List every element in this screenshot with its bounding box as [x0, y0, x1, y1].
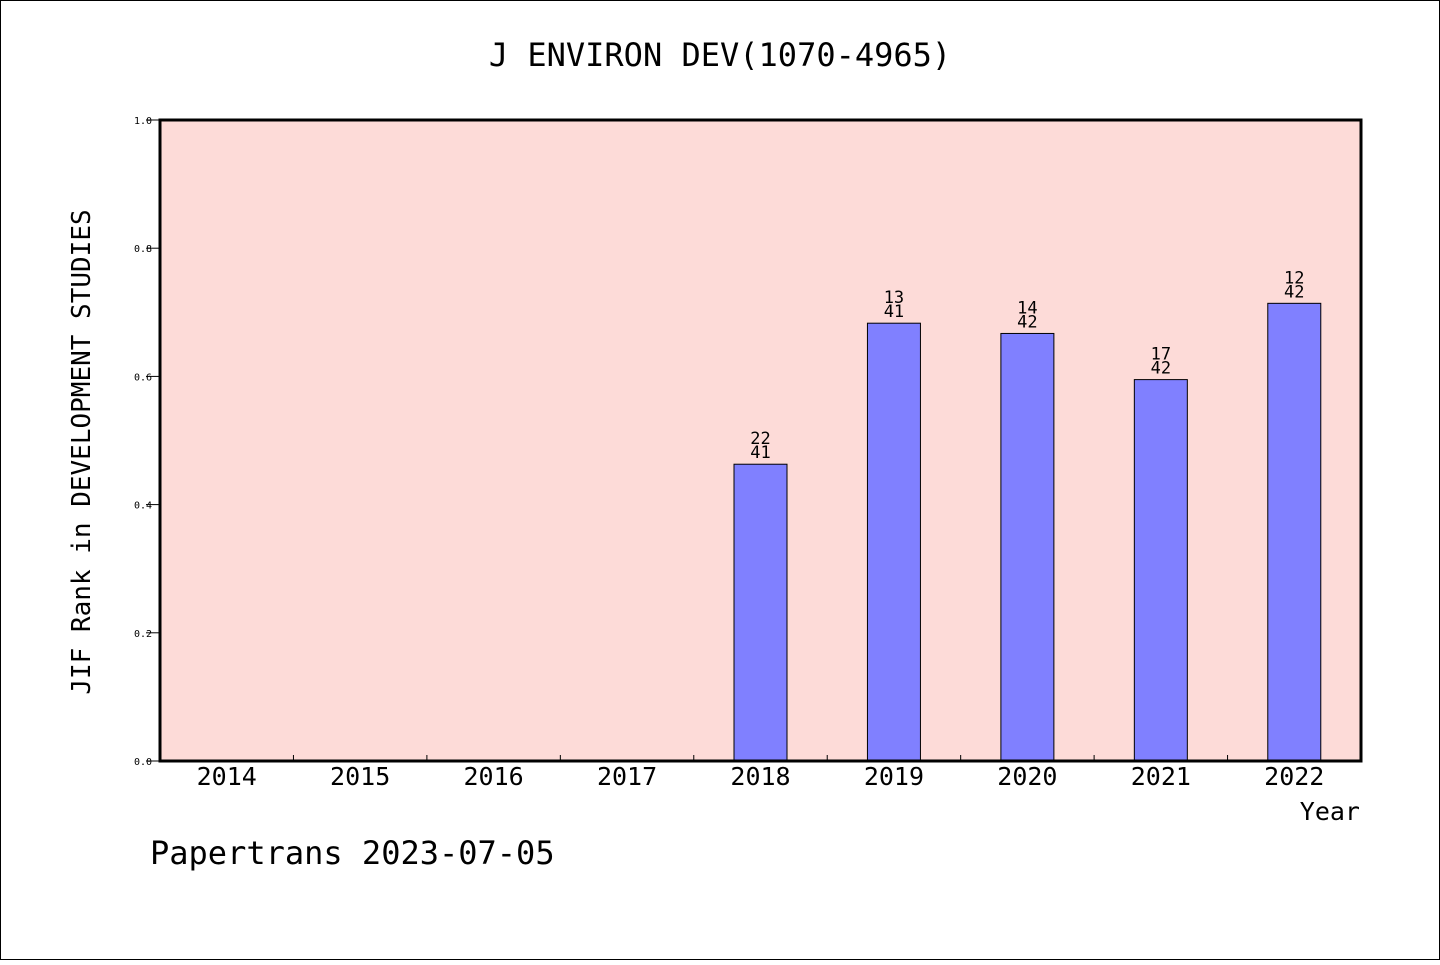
bar-label-total-2018: 41 [750, 443, 770, 463]
x-tick-label-2017: 2017 [597, 762, 657, 791]
x-axis-label: Year [1300, 797, 1360, 826]
x-tick-label-2018: 2018 [730, 762, 790, 791]
bar-2021 [1133, 379, 1188, 762]
bar-label-total-2019: 41 [884, 302, 904, 322]
y-tick-label: 0.0 [134, 757, 152, 768]
x-tick-label-2016: 2016 [464, 762, 524, 791]
bar-label-rank-2019: 13 [884, 288, 904, 308]
bar-2018 [733, 463, 788, 762]
footer-date-stamp: Papertrans 2023-07-05 [150, 834, 555, 872]
y-axis-label: JIF Rank in DEVELOPMENT STUDIES [67, 209, 97, 694]
x-tick-label-2020: 2020 [997, 762, 1057, 791]
y-tick-label: 0.8 [134, 244, 152, 255]
x-tick-label-2022: 2022 [1264, 762, 1324, 791]
x-tick-label-2015: 2015 [330, 762, 390, 791]
bar-label-rank-2020: 14 [1017, 298, 1037, 318]
y-tick-label: 0.2 [134, 629, 152, 640]
bar-2020 [1000, 332, 1055, 762]
bar-label-rank-2021: 17 [1151, 345, 1171, 365]
x-tick-label-2019: 2019 [864, 762, 924, 791]
plot-frame [158, 118, 1363, 763]
bar-2019 [866, 322, 921, 762]
bar-label-rank-2022: 12 [1284, 268, 1304, 288]
y-tick-label: 0.4 [134, 501, 152, 512]
ticks-layer: 2014 2015 2016 2017 2018 2019 2020 2021 2022 0.0 0… [134, 116, 1324, 791]
bar-label-total-2020: 42 [1017, 312, 1037, 332]
bar-label-rank-2018: 22 [750, 429, 770, 449]
x-tick-label-2014: 2014 [197, 762, 257, 791]
chart-title: J ENVIRON DEV(1070-4965) [489, 36, 951, 74]
bar-label-total-2022: 42 [1284, 282, 1304, 302]
bar-2022 [1267, 302, 1322, 762]
y-tick-label: 1.0 [134, 116, 152, 127]
bar-label-total-2021: 42 [1151, 359, 1171, 379]
y-tick-label: 0.6 [134, 372, 152, 383]
x-tick-label-2021: 2021 [1131, 762, 1191, 791]
